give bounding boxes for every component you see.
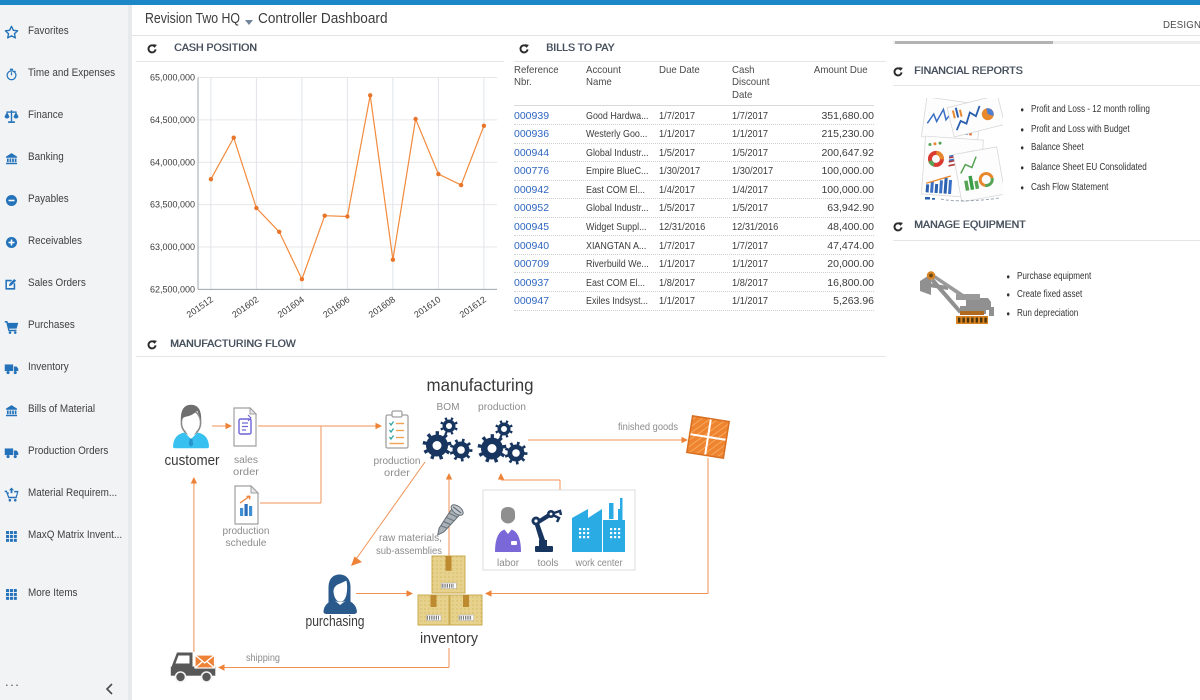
svg-text:201606: 201606 <box>321 294 351 319</box>
svg-text:production: production <box>478 402 526 413</box>
svg-text:production: production <box>374 456 421 467</box>
svg-text:shipping: shipping <box>246 653 280 664</box>
svg-text:order: order <box>384 468 411 479</box>
svg-text:BOM: BOM <box>437 402 460 413</box>
svg-text:manufacturing: manufacturing <box>427 375 534 395</box>
svg-text:purchasing: purchasing <box>306 614 365 630</box>
svg-text:raw materials,: raw materials, <box>379 533 442 544</box>
svg-text:63,500,000: 63,500,000 <box>150 200 195 210</box>
svg-text:62,500,000: 62,500,000 <box>150 284 195 294</box>
svg-text:201604: 201604 <box>276 294 306 319</box>
svg-text:tools: tools <box>538 558 559 569</box>
svg-text:201602: 201602 <box>230 294 260 319</box>
svg-text:201612: 201612 <box>458 294 488 319</box>
svg-text:64,000,000: 64,000,000 <box>150 157 195 167</box>
svg-text:schedule: schedule <box>226 538 267 549</box>
svg-text:sales: sales <box>234 455 258 466</box>
svg-text:production: production <box>223 526 270 537</box>
svg-text:inventory: inventory <box>420 631 479 647</box>
svg-text:63,000,000: 63,000,000 <box>150 242 195 252</box>
svg-text:labor: labor <box>497 558 520 569</box>
svg-text:sub-assemblies: sub-assemblies <box>376 546 442 557</box>
svg-text:64,500,000: 64,500,000 <box>150 115 195 125</box>
svg-text:201610: 201610 <box>412 294 442 319</box>
svg-text:customer: customer <box>165 453 220 469</box>
svg-text:65,000,000: 65,000,000 <box>150 73 195 83</box>
svg-text:201608: 201608 <box>367 294 397 319</box>
svg-text:order: order <box>233 467 260 478</box>
svg-text:work center: work center <box>575 558 624 569</box>
svg-text:201512: 201512 <box>185 294 215 319</box>
svg-text:finished goods: finished goods <box>618 422 678 433</box>
